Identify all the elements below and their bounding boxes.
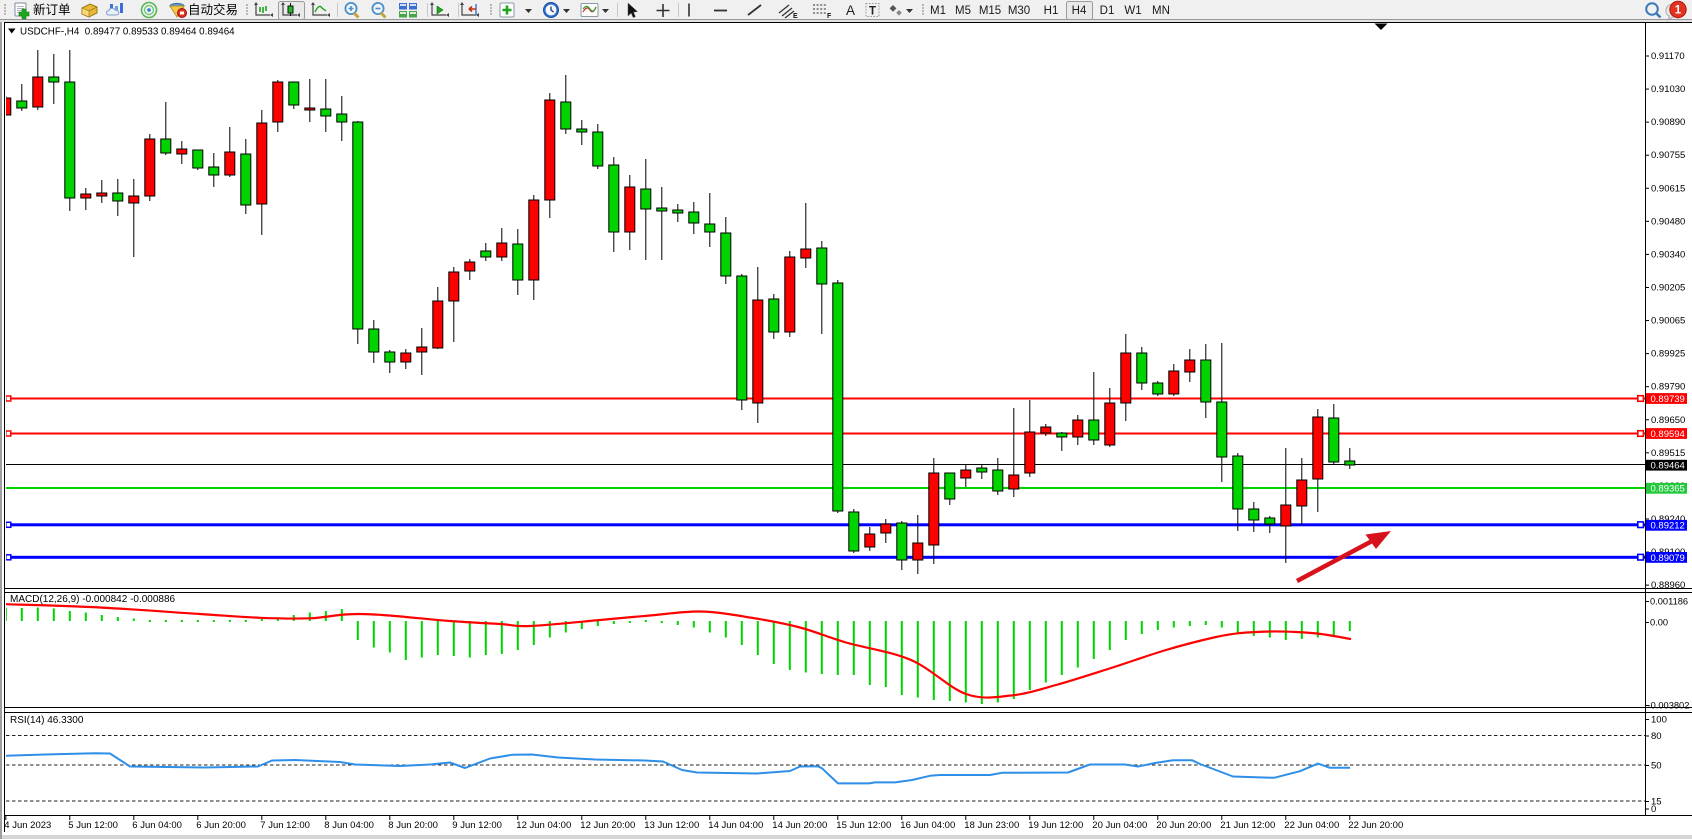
svg-text:0.91030: 0.91030	[1651, 84, 1685, 95]
svg-text:M30: M30	[1008, 5, 1030, 17]
svg-text:0.89594: 0.89594	[1651, 429, 1685, 440]
svg-text:13 Jun 12:00: 13 Jun 12:00	[644, 820, 699, 831]
svg-text:0.89240: 0.89240	[1651, 514, 1685, 525]
svg-text:0.001186: 0.001186	[1650, 597, 1688, 607]
svg-text:自动交易: 自动交易	[188, 2, 238, 17]
svg-text:21 Jun 12:00: 21 Jun 12:00	[1220, 820, 1275, 831]
svg-text:D1: D1	[1100, 5, 1115, 17]
svg-text:0.90480: 0.90480	[1651, 216, 1685, 227]
svg-text:0.89079: 0.89079	[1651, 553, 1685, 564]
svg-text:15: 15	[1651, 797, 1662, 808]
svg-text:22 Jun 20:00: 22 Jun 20:00	[1348, 820, 1403, 831]
svg-text:6 Jun 20:00: 6 Jun 20:00	[196, 820, 246, 831]
svg-text:20 Jun 20:00: 20 Jun 20:00	[1156, 820, 1211, 831]
svg-text:0.89212: 0.89212	[1651, 521, 1685, 532]
svg-text:22 Jun 04:00: 22 Jun 04:00	[1284, 820, 1339, 831]
svg-text:T: T	[869, 6, 876, 18]
svg-text:新订单: 新订单	[33, 2, 71, 17]
svg-text:5 Jun 12:00: 5 Jun 12:00	[68, 820, 118, 831]
svg-text:16 Jun 04:00: 16 Jun 04:00	[900, 820, 955, 831]
svg-text:14 Jun 20:00: 14 Jun 20:00	[772, 820, 827, 831]
svg-text:0.89925: 0.89925	[1651, 349, 1685, 360]
svg-text:0: 0	[1651, 804, 1656, 815]
svg-text:0.00: 0.00	[1650, 618, 1668, 628]
svg-text:W1: W1	[1124, 5, 1141, 17]
svg-text:0.88960: 0.88960	[1651, 580, 1685, 591]
svg-text:H1: H1	[1044, 5, 1059, 17]
svg-text:RSI(14) 46.3300: RSI(14) 46.3300	[10, 715, 84, 726]
svg-text:E: E	[793, 13, 798, 20]
svg-text:19 Jun 12:00: 19 Jun 12:00	[1028, 820, 1083, 831]
svg-text:0.89365: 0.89365	[1651, 484, 1685, 495]
svg-text:8 Jun 04:00: 8 Jun 04:00	[324, 820, 374, 831]
svg-text:0.90615: 0.90615	[1651, 183, 1685, 194]
svg-text:F: F	[827, 13, 832, 20]
svg-text:M1: M1	[930, 5, 946, 17]
svg-text:0.90755: 0.90755	[1651, 150, 1685, 161]
svg-text:14 Jun 04:00: 14 Jun 04:00	[708, 820, 763, 831]
svg-text:A: A	[846, 3, 855, 18]
svg-text:12 Jun 04:00: 12 Jun 04:00	[516, 820, 571, 831]
svg-text:4 Jun 2023: 4 Jun 2023	[4, 820, 51, 831]
svg-text:20 Jun 04:00: 20 Jun 04:00	[1092, 820, 1147, 831]
svg-text:0.90890: 0.90890	[1651, 117, 1685, 128]
svg-text:0.89650: 0.89650	[1651, 415, 1685, 426]
svg-text:100: 100	[1651, 715, 1667, 726]
svg-text:0.90340: 0.90340	[1651, 249, 1685, 260]
svg-text:0.89464: 0.89464	[1651, 461, 1685, 472]
svg-text:80: 80	[1651, 731, 1662, 742]
svg-text:1: 1	[1675, 5, 1682, 17]
svg-text:9 Jun 12:00: 9 Jun 12:00	[452, 820, 502, 831]
svg-text:7 Jun 12:00: 7 Jun 12:00	[260, 820, 310, 831]
svg-text:0.89790: 0.89790	[1651, 382, 1685, 393]
svg-text:0.90205: 0.90205	[1651, 282, 1685, 293]
svg-text:M15: M15	[979, 5, 1001, 17]
svg-text:M5: M5	[955, 5, 971, 17]
svg-text:MN: MN	[1152, 5, 1170, 17]
svg-text:0.89515: 0.89515	[1651, 448, 1685, 459]
svg-text:USDCHF-,H4 0.89477 0.89533 0.: USDCHF-,H4 0.89477 0.89533 0.89464 0.894…	[20, 27, 235, 38]
svg-text:-0.003802: -0.003802	[1648, 701, 1690, 711]
svg-text:6 Jun 04:00: 6 Jun 04:00	[132, 820, 182, 831]
svg-text:15 Jun 12:00: 15 Jun 12:00	[836, 820, 891, 831]
svg-text:H4: H4	[1072, 5, 1087, 17]
svg-text:MACD(12,26,9) -0.000842 -0.000: MACD(12,26,9) -0.000842 -0.000886	[10, 594, 176, 605]
svg-text:50: 50	[1651, 761, 1662, 772]
svg-text:8 Jun 20:00: 8 Jun 20:00	[388, 820, 438, 831]
svg-text:12 Jun 20:00: 12 Jun 20:00	[580, 820, 635, 831]
svg-text:0.91170: 0.91170	[1651, 51, 1685, 62]
svg-text:0.89739: 0.89739	[1651, 394, 1685, 405]
svg-text:0.90065: 0.90065	[1651, 316, 1685, 327]
svg-text:18 Jun 23:00: 18 Jun 23:00	[964, 820, 1019, 831]
